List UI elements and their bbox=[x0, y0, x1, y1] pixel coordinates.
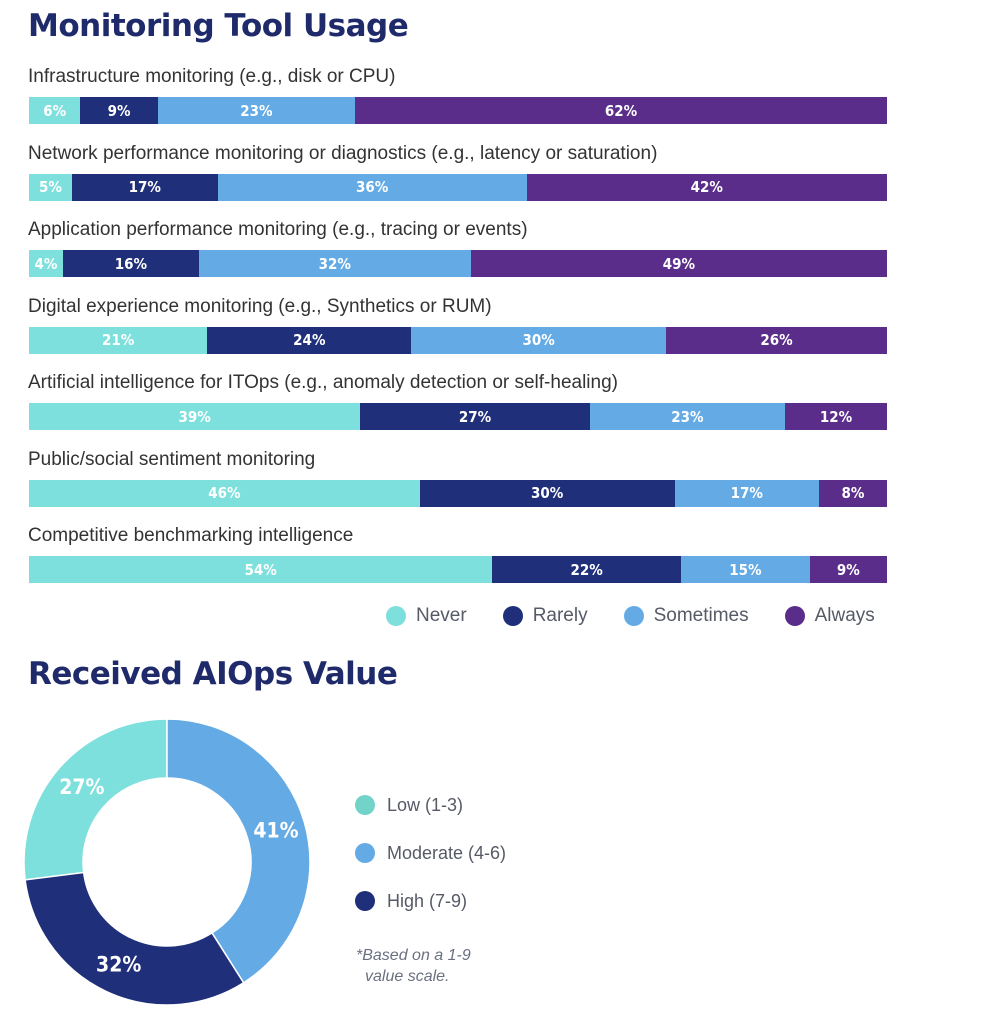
legend-swatch-never bbox=[386, 606, 406, 626]
legend-item-always: Always bbox=[784, 605, 875, 627]
legend-swatch-moderate bbox=[355, 843, 375, 863]
footnote-line-2: value scale. bbox=[365, 968, 450, 985]
bar-segment-always: 9% bbox=[809, 556, 887, 583]
bar-segment-never: 6% bbox=[29, 97, 81, 124]
bar-segment-never: 21% bbox=[29, 326, 208, 354]
footnote-line-1: *Based on a 1-9 bbox=[356, 947, 471, 964]
legend-label-moderate: Moderate (4-6) bbox=[387, 842, 507, 863]
legend-swatch-rarely bbox=[502, 606, 523, 626]
category-label: Digital experience monitoring (e.g., Syn… bbox=[28, 295, 492, 317]
legend-swatch-always bbox=[784, 606, 805, 626]
bar-segment-rarely: 27% bbox=[360, 403, 590, 430]
legend-label-low: Low (1-3) bbox=[387, 794, 464, 815]
category-label: Competitive benchmarking intelligence bbox=[28, 525, 354, 546]
legend-swatch-sometimes bbox=[623, 606, 644, 626]
bar-segment-rarely: 9% bbox=[80, 97, 158, 124]
bar-segment-never: 4% bbox=[29, 250, 63, 277]
bar-segment-sometimes: 15% bbox=[681, 556, 810, 583]
legend-item-sometimes: Sometimes bbox=[623, 605, 749, 627]
legend-label-high: High (7-9) bbox=[387, 890, 468, 911]
legend-item-low: Low (1-3) bbox=[355, 781, 506, 829]
legend-item-moderate: Moderate (4-6) bbox=[355, 829, 506, 877]
bar-segment-never: 46% bbox=[29, 479, 420, 507]
aiops-legend: Low (1-3) Moderate (4-6) High (7-9) bbox=[355, 781, 506, 925]
bar-segment-rarely: 16% bbox=[62, 250, 199, 277]
legend-item-high: High (7-9) bbox=[355, 877, 506, 925]
legend-label-always: Always bbox=[814, 605, 875, 626]
bar-segment-rarely: 22% bbox=[492, 556, 682, 583]
aiops-value-donut-chart: 27% 41% 32% bbox=[23, 718, 311, 1006]
bar-segment-sometimes: 23% bbox=[157, 97, 356, 124]
bar-segment-rarely: 24% bbox=[207, 326, 412, 354]
bar-segment-rarely: 17% bbox=[71, 173, 218, 201]
scale-footnote: *Based on a 1-9 value scale. bbox=[356, 945, 471, 987]
usage-legend: Never Rarely Sometimes Always bbox=[386, 605, 875, 627]
bar-segment-always: 62% bbox=[355, 97, 887, 124]
legend-item-rarely: Rarely bbox=[502, 605, 588, 627]
donut-slice-high bbox=[24, 871, 245, 1006]
legend-swatch-low bbox=[355, 795, 375, 815]
legend-label-rarely: Rarely bbox=[532, 605, 588, 626]
bar-segment-sometimes: 17% bbox=[674, 479, 820, 507]
legend-item-never: Never bbox=[386, 605, 467, 627]
bar-segment-rarely: 30% bbox=[419, 479, 675, 507]
bar-segment-never: 54% bbox=[29, 556, 493, 583]
category-label: Application performance monitoring (e.g.… bbox=[28, 219, 528, 240]
bar-segment-always: 26% bbox=[666, 326, 887, 354]
category-label: Infrastructure monitoring (e.g., disk or… bbox=[28, 66, 396, 87]
bar-segment-never: 39% bbox=[29, 403, 361, 430]
bar-segment-always: 49% bbox=[470, 250, 887, 277]
bar-segment-never: 5% bbox=[29, 173, 72, 201]
legend-label-never: Never bbox=[416, 605, 467, 626]
bar-segment-sometimes: 23% bbox=[589, 403, 786, 430]
donut-label-low: 27% bbox=[59, 775, 104, 799]
bar-segment-always: 12% bbox=[785, 403, 887, 430]
legend-label-sometimes: Sometimes bbox=[653, 605, 749, 626]
donut-slice-moderate bbox=[166, 718, 311, 984]
legend-swatch-high bbox=[355, 891, 375, 911]
bar-segment-sometimes: 36% bbox=[217, 173, 527, 201]
donut-label-moderate: 41% bbox=[253, 818, 298, 842]
donut-slice-low bbox=[23, 718, 168, 881]
bar-segment-always: 8% bbox=[819, 479, 887, 507]
category-label: Artificial intelligence for ITOps (e.g.,… bbox=[28, 372, 618, 393]
monitoring-tool-usage-title: Monitoring Tool Usage bbox=[28, 8, 409, 44]
category-label: Network performance monitoring or diagno… bbox=[28, 142, 658, 164]
category-label: Public/social sentiment monitoring bbox=[28, 448, 316, 470]
bar-segment-sometimes: 30% bbox=[411, 326, 667, 354]
received-aiops-value-title: Received AIOps Value bbox=[28, 656, 398, 692]
bar-segment-always: 42% bbox=[526, 173, 887, 201]
bar-segment-sometimes: 32% bbox=[198, 250, 471, 277]
donut-label-high: 32% bbox=[96, 953, 141, 977]
